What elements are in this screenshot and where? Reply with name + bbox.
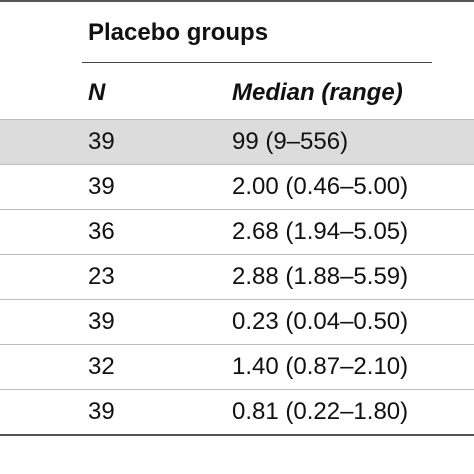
table-row: 39 99 (9–556) xyxy=(0,119,474,164)
top-rule xyxy=(0,0,474,2)
table-row: 39 0.81 (0.22–1.80) xyxy=(0,389,474,436)
cell-n: 39 xyxy=(88,128,115,155)
table-row: 39 2.00 (0.46–5.00) xyxy=(0,164,474,209)
table-row: 36 2.68 (1.94–5.05) xyxy=(0,209,474,254)
column-header-n: N xyxy=(88,79,106,106)
cell-median: 2.00 (0.46–5.00) xyxy=(232,173,409,200)
cell-median: 1.40 (0.87–2.10) xyxy=(232,353,409,380)
cell-n: 39 xyxy=(88,308,115,335)
table-row: 32 1.40 (0.87–2.10) xyxy=(0,344,474,389)
table-row: 23 2.88 (1.88–5.59) xyxy=(0,254,474,299)
table-body: 39 99 (9–556) 39 2.00 (0.46–5.00) 36 2.6… xyxy=(0,119,474,436)
group-title: Placebo groups xyxy=(88,19,269,46)
table-row: 39 0.23 (0.04–0.50) xyxy=(0,299,474,344)
cell-n: 32 xyxy=(88,353,115,380)
cell-median: 0.81 (0.22–1.80) xyxy=(232,398,409,425)
cell-n: 39 xyxy=(88,398,115,425)
cell-n: 36 xyxy=(88,218,115,245)
cell-median: 99 (9–556) xyxy=(232,128,349,155)
column-header-median: Median (range) xyxy=(232,79,403,106)
cell-median: 0.23 (0.04–0.50) xyxy=(232,308,409,335)
cell-median: 2.68 (1.94–5.05) xyxy=(232,218,409,245)
group-rule xyxy=(82,62,432,63)
cell-n: 23 xyxy=(88,263,115,290)
cell-n: 39 xyxy=(88,173,115,200)
cell-median: 2.88 (1.88–5.59) xyxy=(232,263,409,290)
